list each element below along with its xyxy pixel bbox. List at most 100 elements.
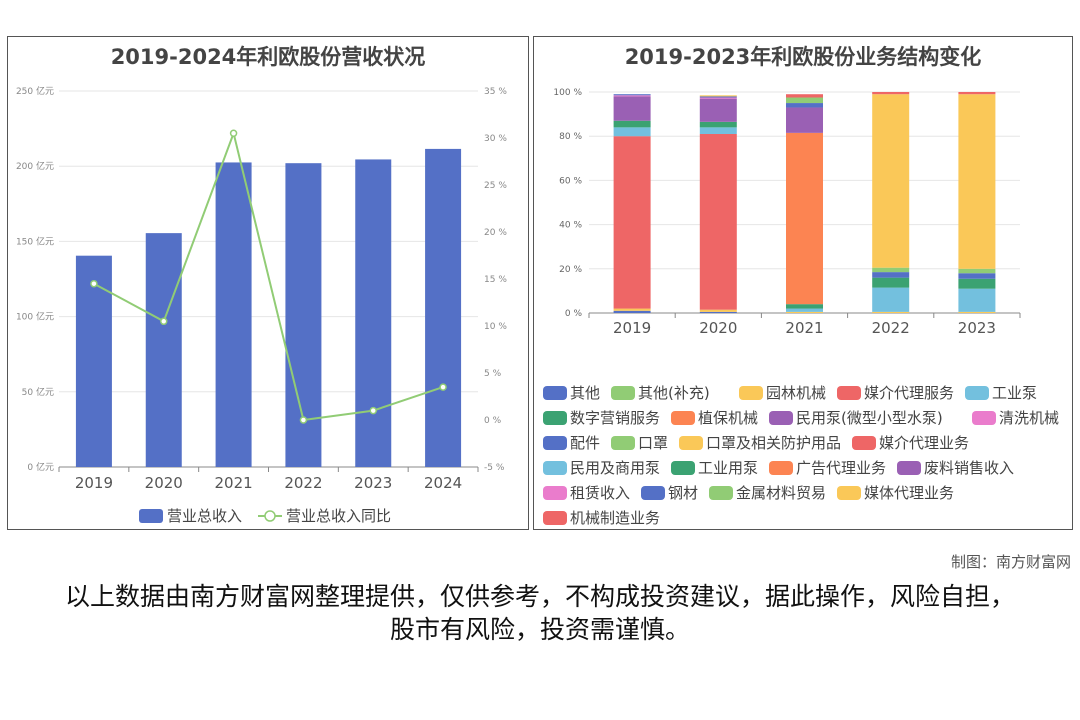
stacked-segment	[613, 310, 651, 313]
legend-label: 园林机械	[766, 384, 826, 402]
legend-swatch	[543, 386, 567, 400]
legend-label: 钢材	[668, 484, 698, 502]
stacked-segment	[613, 95, 651, 97]
stacked-segment	[872, 267, 910, 273]
y-tick-label: 0 %	[565, 309, 583, 319]
stacked-segment	[786, 107, 823, 133]
legend-label: 配件	[570, 434, 600, 452]
revenue-bar	[145, 233, 182, 467]
stacked-segment	[699, 96, 737, 98]
stacked-segment	[613, 120, 651, 128]
legend-label: 废料销售收入	[924, 459, 1014, 477]
business-structure-chart-panel: 2019-2023年利欧股份业务结构变化 0 % 20 % 40 % 60 % 80 %…	[533, 36, 1073, 530]
y-tick-label-right: -5 %	[484, 463, 505, 473]
stacked-segment	[872, 277, 910, 288]
legend-label: 工业用泵	[698, 459, 758, 477]
legend-swatch	[543, 436, 567, 450]
stacked-segment	[786, 132, 823, 305]
revenue-bar	[215, 162, 252, 467]
y-tick-label-right: 15 %	[484, 275, 507, 285]
yoy-growth-point	[160, 317, 168, 326]
x-tick-label: 2020	[699, 319, 737, 337]
legend-label: 机械制造业务	[570, 509, 660, 527]
stacked-segment	[958, 311, 996, 313]
chart-source: 制图：南方财富网	[950, 553, 1071, 571]
stacked-segment	[872, 287, 910, 312]
stacked-segment	[958, 268, 996, 274]
legend-swatch	[897, 461, 921, 475]
revenue-chart-panel: 2019-2024年利欧股份营收状况 0 亿元 50 亿元 100 亿元 150 亿元…	[7, 36, 529, 530]
x-tick-label: 2019	[75, 474, 113, 492]
legend-swatch	[739, 386, 763, 400]
legend-swatch	[972, 411, 996, 425]
revenue-bar	[425, 148, 462, 467]
legend-label: 口罩及相关防护用品	[706, 434, 841, 452]
y-tick-label-left: 100 亿元	[16, 311, 54, 323]
x-tick-label: 2020	[145, 474, 183, 492]
x-tick-label: 2022	[284, 474, 322, 492]
legend-label: 媒介代理服务	[864, 384, 954, 402]
legend-swatch	[641, 486, 665, 500]
x-tick-label: 2021	[214, 474, 252, 492]
legend-label: 清洗机械	[999, 409, 1059, 427]
legend-label: 金属材料贸易	[736, 484, 826, 502]
y-tick-label: 40 %	[559, 221, 582, 231]
disclaimer-text: 以上数据由南方财富网整理提供，仅供参考，不构成投资建议，据此操作，风险自担，股市…	[64, 582, 1015, 644]
y-tick-label: 60 %	[559, 176, 582, 186]
legend-label-yoy: 营业总收入同比	[286, 507, 391, 525]
legend-label: 其他(补充)	[638, 384, 710, 402]
stacked-segment	[786, 304, 823, 309]
stacked-segment	[613, 127, 651, 137]
stacked-segment	[786, 103, 823, 108]
legend-swatch	[543, 511, 567, 525]
y-tick-label: 20 %	[559, 265, 582, 275]
yoy-growth-point	[229, 129, 238, 138]
legend-label: 媒介代理业务	[879, 434, 969, 452]
stacked-segment	[613, 308, 651, 311]
legend-swatch	[679, 436, 703, 450]
x-tick-label: 2019	[613, 319, 651, 337]
yoy-growth-point	[90, 279, 98, 288]
stacked-segment	[699, 95, 737, 97]
stacked-segment	[786, 97, 823, 104]
stacked-segment	[699, 97, 737, 99]
stacked-segment	[613, 136, 651, 309]
legend-swatch	[543, 486, 567, 500]
business-structure-chart-title: 2019-2023年利欧股份业务结构变化	[624, 45, 982, 69]
legend-label: 民用泵(微型小型水泵)	[796, 409, 943, 427]
legend-label: 民用及商用泵	[570, 459, 660, 477]
x-tick-label: 2023	[354, 474, 392, 492]
stacked-segment	[872, 92, 910, 95]
revenue-bar	[355, 159, 392, 467]
legend-swatch	[671, 411, 695, 425]
stacked-segment	[872, 94, 910, 268]
legend-label: 媒体代理业务	[864, 484, 954, 502]
stacked-segment	[958, 94, 996, 269]
y-tick-label-right: 5 %	[484, 369, 502, 379]
y-tick-label-right: 35 %	[484, 87, 507, 97]
legend-label-revenue: 营业总收入	[167, 507, 242, 525]
legend-label: 口罩	[638, 434, 668, 452]
yoy-growth-point	[299, 416, 308, 424]
x-tick-label: 2022	[872, 319, 910, 337]
legend-swatch	[852, 436, 876, 450]
revenue-chart: 0 亿元 50 亿元 100 亿元 150 亿元 200 亿元 250 亿元 -5 % 0 %…	[16, 85, 507, 525]
stacked-segment	[872, 311, 910, 313]
stacked-segment	[613, 94, 651, 96]
revenue-chart-title: 2019-2024年利欧股份营收状况	[110, 45, 426, 69]
stacked-segment	[613, 96, 651, 121]
stacked-segment	[786, 308, 823, 312]
stacked-segment	[958, 278, 996, 289]
stacked-segment	[786, 94, 823, 98]
y-tick-label-right: 10 %	[484, 322, 507, 332]
x-tick-label: 2023	[958, 319, 996, 337]
y-tick-label: 100 %	[553, 88, 582, 98]
stacked-segment	[699, 98, 737, 122]
business-structure-chart: 0 % 20 % 40 % 60 % 80 % 100 % 2019 2020 2021 2022…	[543, 88, 1059, 527]
legend-label: 工业泵	[992, 384, 1037, 402]
legend-swatch	[543, 461, 567, 475]
yoy-growth-point	[439, 383, 447, 391]
y-tick-label-left: 50 亿元	[22, 386, 54, 398]
x-tick-label: 2021	[785, 319, 823, 337]
legend-label: 其他	[570, 384, 600, 402]
